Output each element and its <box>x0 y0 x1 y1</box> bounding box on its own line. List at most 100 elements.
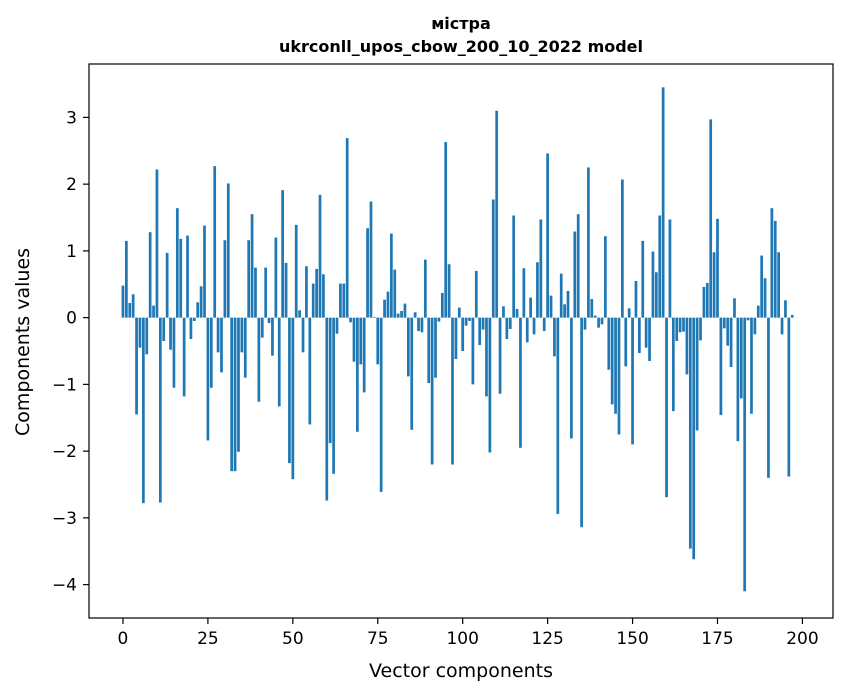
bar-68 <box>352 317 356 362</box>
bar-48 <box>284 262 288 318</box>
bar-152 <box>638 317 641 354</box>
bar-104 <box>474 270 478 318</box>
bar-88 <box>420 317 424 333</box>
y-tick-label: 1 <box>66 242 77 262</box>
bar-197 <box>790 314 794 318</box>
bar-118 <box>522 268 526 318</box>
bar-120 <box>529 297 532 318</box>
bar-75 <box>376 317 380 365</box>
bar-38 <box>250 214 254 318</box>
bar-59 <box>322 274 325 318</box>
bar-163 <box>675 317 679 341</box>
x-axis-ticks: 0 25 50 75 100 125 150 175 200 <box>118 618 819 649</box>
bar-149 <box>627 308 631 318</box>
bar-84 <box>406 317 410 377</box>
bar-190 <box>767 317 770 478</box>
bar-40 <box>257 317 261 402</box>
bar-162 <box>671 317 675 412</box>
bar-73 <box>369 201 373 318</box>
y-tick-label: −2 <box>52 442 77 462</box>
bar-167 <box>688 317 692 549</box>
bar-134 <box>576 214 580 318</box>
bar-91 <box>430 317 434 465</box>
bar-99 <box>457 307 461 318</box>
bar-179 <box>729 317 733 368</box>
bar-32 <box>230 317 234 472</box>
bar-153 <box>641 240 645 318</box>
bar-26 <box>209 317 213 388</box>
bar-129 <box>559 273 563 318</box>
bar-98 <box>454 317 458 360</box>
bar-74 <box>373 316 376 318</box>
bar-186 <box>753 317 757 335</box>
bar-97 <box>451 317 454 465</box>
bar-115 <box>512 215 516 318</box>
bar-182 <box>739 317 743 399</box>
bar-57 <box>315 268 318 318</box>
bar-39 <box>254 267 257 318</box>
bar-154 <box>644 317 648 348</box>
y-tick-label: −3 <box>52 509 77 529</box>
bar-176 <box>719 317 723 416</box>
bar-122 <box>536 262 539 318</box>
bar-93 <box>437 317 441 322</box>
bar-70 <box>359 317 363 365</box>
bar-22 <box>196 302 200 318</box>
bar-126 <box>549 295 553 318</box>
bar-140 <box>597 317 600 328</box>
bar-109 <box>491 199 495 318</box>
bar-3 <box>131 294 135 318</box>
bar-11 <box>158 317 162 503</box>
bar-147 <box>621 179 624 318</box>
bar-138 <box>590 298 594 318</box>
bar-187 <box>756 305 760 318</box>
bar-54 <box>305 266 308 318</box>
bar-46 <box>277 317 281 407</box>
bar-45 <box>274 237 278 318</box>
bar-157 <box>654 272 658 318</box>
y-axis-ticks: −4 −3 −2 −1 0 1 2 3 <box>52 108 89 596</box>
bar-110 <box>495 110 499 318</box>
bar-9 <box>152 305 155 318</box>
bar-83 <box>403 303 407 318</box>
bar-144 <box>610 317 614 405</box>
bar-165 <box>682 317 685 332</box>
bars-group <box>121 87 794 592</box>
bar-172 <box>705 282 709 318</box>
bar-66 <box>345 138 349 318</box>
bar-137 <box>587 167 590 318</box>
bar-29 <box>220 317 223 373</box>
y-tick-label: −4 <box>52 576 77 596</box>
bar-49 <box>288 317 291 464</box>
bar-192 <box>773 220 777 318</box>
bar-17 <box>179 238 183 318</box>
bar-114 <box>508 317 512 329</box>
bar-41 <box>260 317 264 338</box>
bar-19 <box>186 235 189 318</box>
bar-4 <box>135 317 138 415</box>
bar-185 <box>750 317 753 414</box>
bar-0 <box>121 285 125 318</box>
bar-13 <box>165 252 169 318</box>
bar-142 <box>604 236 607 318</box>
bar-71 <box>362 317 366 393</box>
bar-135 <box>580 317 583 528</box>
bar-105 <box>478 317 482 346</box>
bar-151 <box>634 280 638 318</box>
bar-35 <box>240 317 244 353</box>
bar-42 <box>264 267 268 318</box>
bar-28 <box>216 317 220 353</box>
bar-194 <box>780 317 784 335</box>
bar-53 <box>301 317 305 353</box>
bar-164 <box>678 317 682 333</box>
bar-82 <box>400 310 403 318</box>
bar-132 <box>570 317 573 439</box>
bar-72 <box>366 228 369 318</box>
bar-58 <box>318 194 322 318</box>
bar-67 <box>349 317 352 323</box>
bar-119 <box>525 317 529 343</box>
bar-87 <box>417 317 420 331</box>
bar-150 <box>631 317 634 445</box>
bar-112 <box>502 306 505 318</box>
bar-47 <box>281 190 284 318</box>
